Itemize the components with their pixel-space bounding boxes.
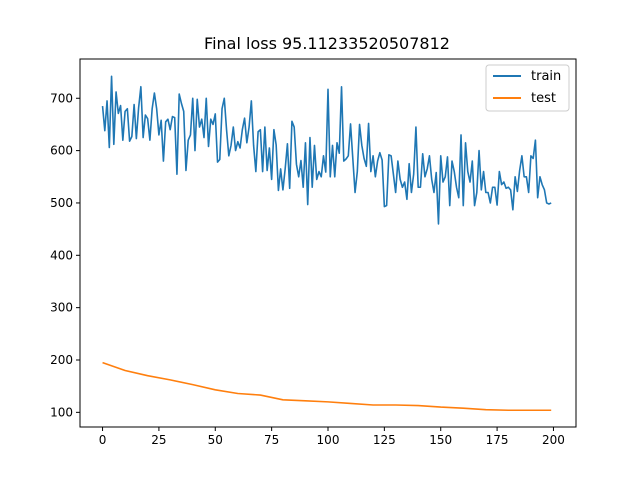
series-line-train [101, 75, 552, 225]
y-tick-label: 600 [50, 144, 73, 158]
series-line-test [102, 361, 552, 412]
chart-title: Final loss 95.11233520507812 [204, 34, 450, 53]
y-tick-label: 400 [50, 248, 73, 262]
y-tick-label: 500 [50, 196, 73, 210]
x-tick-label: 100 [317, 433, 340, 447]
y-tick-label: 100 [50, 405, 73, 419]
x-tick-label: 50 [208, 433, 223, 447]
x-tick-label: 175 [486, 433, 509, 447]
x-tick-label: 25 [151, 433, 166, 447]
legend: train test [485, 64, 570, 112]
y-tick-label: 700 [50, 91, 73, 105]
legend-label-test: test [531, 91, 556, 106]
x-tick-label: 125 [373, 433, 396, 447]
axes-layer: 0 25 50 75 100 125 150 175 200 100 200 300 400 500 600… [50, 58, 577, 447]
x-tick-label: 150 [429, 433, 452, 447]
y-tick-label: 200 [50, 353, 73, 367]
legend-label-train: train [531, 69, 561, 84]
x-tick-label: 0 [99, 433, 107, 447]
y-tick-label: 300 [50, 301, 73, 315]
x-tick-label: 200 [542, 433, 565, 447]
series-layer [101, 75, 552, 412]
x-tick-label: 75 [264, 433, 279, 447]
